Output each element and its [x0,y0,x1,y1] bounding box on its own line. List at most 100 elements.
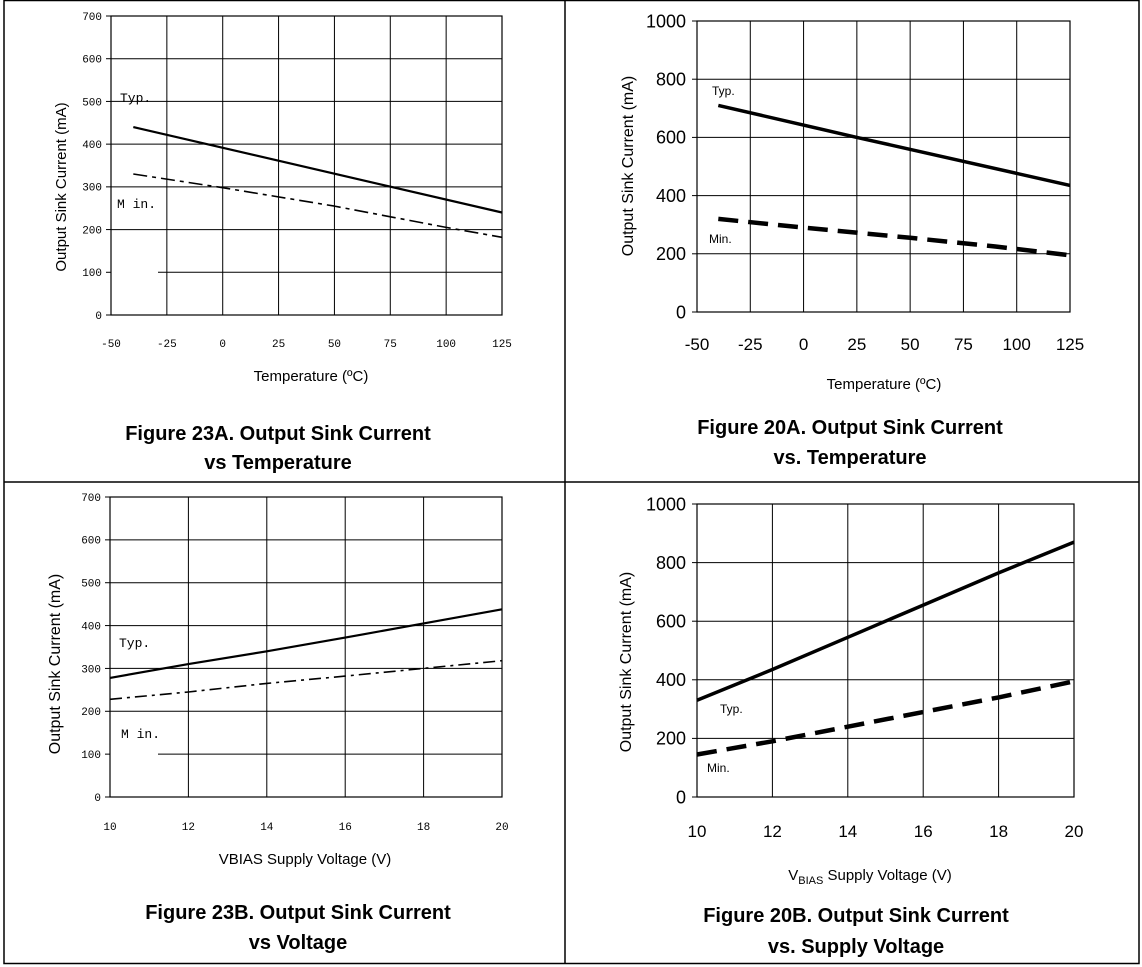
x-axis-label-main: V [788,867,798,884]
y-tick-label: 1000 [646,494,686,514]
plot-frame [696,503,1075,798]
series-line-typ [717,103,1071,188]
x-axis-label-subscript: BIAS [798,875,823,887]
y-tick-label: 400 [656,670,686,690]
y-tick-label: 700 [82,12,102,24]
x-tick-label: 18 [989,822,1008,841]
chart-panel-23b: 0 100 200 300 400 500 600 700 10 12 14 16 18 20 Outpu… [47,493,509,954]
x-tick-label: 125 [492,339,512,351]
figure-caption-line1: Figure 23B. Output Sink Current [145,902,451,924]
chart-panel-20a: 0 200 400 600 800 1000 -50 -25 0 25 50 75 100 125 Out… [620,11,1084,469]
x-tick-label: -25 [157,339,177,351]
x-tick-label: 10 [103,822,116,834]
figure-caption-line1: Figure 20A. Output Sink Current [697,417,1003,439]
x-axis-label: Temperature (ºC) [827,376,942,393]
chart-panel-20b: 0 200 400 600 800 1000 10 12 14 16 18 20 Output Sin… [618,494,1083,958]
y-tick-label: 200 [82,225,102,237]
series-label-min: Min. [707,761,730,775]
y-tick-label: 300 [81,664,101,676]
x-tick-label: -50 [101,339,121,351]
y-tick-label: 100 [82,268,102,280]
y-tick-label: 600 [656,128,686,148]
x-tick-label: 12 [182,822,195,834]
x-tick-label: 50 [328,339,341,351]
series-label-typ: Typ. [712,84,735,98]
x-axis-label: VBIAS Supply Voltage (V) [219,851,392,868]
x-axis-label: Temperature (ºC) [254,368,369,385]
series-line-min [696,679,1075,757]
series-line-typ [109,608,503,679]
series-label-typ: Typ. [120,91,151,106]
y-tick-label: 800 [656,553,686,573]
series-line-min [133,173,503,239]
x-tick-label: 18 [417,822,430,834]
series-label-min: M in. [117,197,156,212]
y-tick-label: 0 [94,793,101,805]
x-tick-label: 75 [954,335,973,354]
x-tick-label: 25 [847,335,866,354]
y-axis-label: Output Sink Current (mA) [47,574,64,755]
y-tick-label: 0 [676,302,686,322]
figure-caption-line2: vs Voltage [249,932,348,954]
chart-panel-23a: 0 100 200 300 400 500 600 700 -50 -25 0 25 50 75 100 12… [53,12,512,474]
x-tick-label: 0 [799,335,808,354]
series-line-typ [133,126,503,214]
y-axis-label: Output Sink Current (mA) [618,572,635,753]
series-label-min: Min. [709,232,732,246]
series-line-typ [696,540,1075,702]
y-axis-label: Output Sink Current (mA) [53,102,70,271]
y-tick-label: 500 [82,97,102,109]
y-tick-label: 200 [656,244,686,264]
y-tick-label: 700 [81,493,101,505]
x-tick-label: 12 [763,822,782,841]
y-axis-label: Output Sink Current (mA) [620,76,637,257]
x-tick-label: 0 [219,339,226,351]
figure-caption-line2: vs. Supply Voltage [768,936,944,958]
series-label-typ: Typ. [119,636,150,651]
y-tick-label: 400 [82,140,102,152]
y-tick-label: 500 [81,579,101,591]
series-line-min [718,216,1071,258]
x-tick-label: 50 [901,335,920,354]
figure-caption-line2: vs Temperature [204,452,351,474]
y-tick-label: 600 [656,612,686,632]
x-tick-label: 20 [1065,822,1084,841]
plot-frame [110,15,503,316]
y-tick-label: 800 [656,70,686,90]
x-tick-label: 25 [272,339,285,351]
x-tick-label: 125 [1056,335,1084,354]
x-tick-label: 16 [339,822,352,834]
x-axis-label-rest: Supply Voltage (V) [823,867,951,884]
x-tick-label: 75 [384,339,397,351]
x-tick-label: 16 [914,822,933,841]
x-tick-label: -50 [685,335,710,354]
x-tick-label: 20 [495,822,508,834]
x-tick-label: -25 [738,335,763,354]
series-line-min [109,659,503,701]
y-tick-label: 400 [656,186,686,206]
figure-caption-line1: Figure 23A. Output Sink Current [125,423,431,445]
y-tick-label: 400 [81,621,101,633]
y-tick-label: 200 [81,707,101,719]
x-tick-label: 14 [260,822,274,834]
figure-caption-line1: Figure 20B. Output Sink Current [703,905,1009,927]
y-tick-label: 200 [656,729,686,749]
series-label-typ: Typ. [720,702,743,716]
figure-caption-line2: vs. Temperature [773,447,926,469]
plot-area: 0 100 200 300 400 500 600 700 10 12 14 16 18 20 [81,493,508,834]
y-tick-label: 100 [81,750,101,762]
x-tick-label: 100 [1003,335,1031,354]
x-tick-label: 14 [838,822,857,841]
y-tick-label: 0 [676,787,686,807]
y-tick-label: 300 [82,183,102,195]
plot-area: 0 200 400 600 800 1000 10 12 14 16 18 20 [646,494,1084,841]
x-tick-label: 10 [688,822,707,841]
plot-area: 0 100 200 300 400 500 600 700 -50 -25 0 25 50 75 100 12… [82,12,512,351]
y-tick-label: 600 [81,536,101,548]
plot-area: 0 200 400 600 800 1000 -50 -25 0 25 50 75 100 125 [646,11,1084,354]
plot-frame [696,20,1071,313]
y-tick-label: 1000 [646,11,686,31]
y-tick-label: 0 [95,311,102,323]
plot-frame [109,496,503,798]
